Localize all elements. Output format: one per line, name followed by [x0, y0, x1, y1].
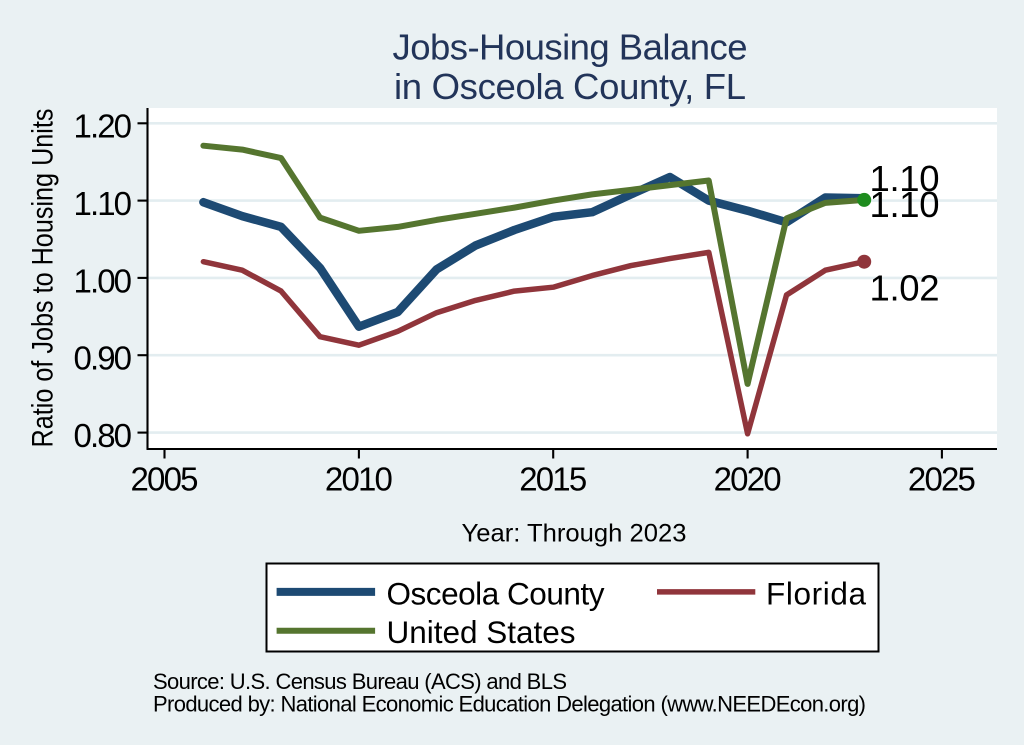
- svg-text:Florida: Florida: [766, 575, 866, 611]
- svg-text:2010: 2010: [325, 461, 393, 498]
- svg-text:0.90: 0.90: [74, 340, 133, 377]
- svg-text:Year: Through 2023: Year: Through 2023: [462, 520, 687, 548]
- svg-text:1.10: 1.10: [870, 184, 940, 225]
- svg-text:1.10: 1.10: [870, 158, 940, 199]
- svg-text:0.80: 0.80: [74, 417, 133, 454]
- svg-text:Produced by: National Economic: Produced by: National Economic Education…: [153, 692, 866, 717]
- svg-text:United States: United States: [387, 614, 576, 650]
- svg-text:2025: 2025: [908, 461, 976, 498]
- svg-text:Jobs-Housing Balance: Jobs-Housing Balance: [393, 27, 748, 68]
- svg-text:Osceola County: Osceola County: [387, 575, 605, 611]
- svg-text:Ratio of Jobs to Housing Units: Ratio of Jobs to Housing Units: [27, 109, 60, 448]
- svg-text:2020: 2020: [714, 461, 782, 498]
- svg-text:1.00: 1.00: [74, 262, 133, 299]
- svg-text:1.02: 1.02: [870, 267, 940, 308]
- svg-text:Source: U.S. Census Bureau (AC: Source: U.S. Census Bureau (ACS) and BLS: [153, 669, 567, 694]
- svg-text:2015: 2015: [519, 461, 587, 498]
- svg-text:1.20: 1.20: [74, 108, 133, 145]
- svg-text:1.10: 1.10: [74, 185, 133, 222]
- svg-text:in Osceola County, FL: in Osceola County, FL: [394, 66, 746, 107]
- svg-text:2005: 2005: [131, 461, 199, 498]
